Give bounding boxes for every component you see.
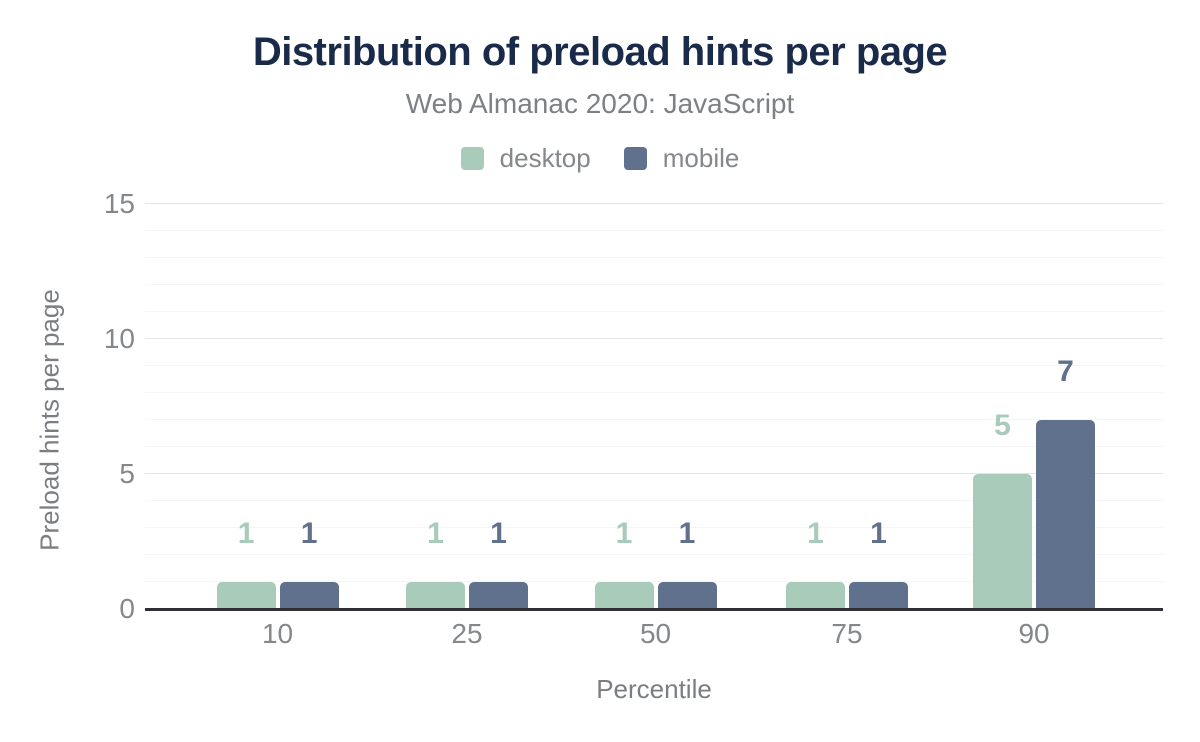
mobile-bar-wrap: 1 [849, 519, 908, 609]
desktop-legend-swatch [460, 147, 484, 170]
desktop-value-label: 1 [615, 517, 633, 550]
desktop-value-label: 1 [807, 517, 824, 550]
mobile-legend-label: mobile [662, 143, 740, 173]
x-tick-label: 75 [831, 618, 863, 649]
mobile-bar[interactable] [1036, 420, 1096, 609]
minor-gridline [145, 500, 1163, 501]
mobile-value-label: 1 [678, 517, 696, 550]
y-tick-label: 10 [103, 323, 135, 354]
desktop-legend-label: desktop [499, 143, 591, 173]
x-tick-label: 10 [261, 618, 294, 649]
major-gridline [145, 203, 1163, 204]
mobile-bar[interactable] [468, 582, 528, 609]
mobile-bar[interactable] [279, 582, 339, 609]
minor-gridline [145, 311, 1163, 312]
mobile-legend-swatch [623, 147, 647, 170]
minor-gridline [145, 419, 1163, 420]
mobile-bar-wrap: 1 [468, 519, 528, 609]
legend-item-desktop: desktop [460, 143, 591, 174]
desktop-value-label: 1 [427, 517, 444, 550]
mobile-bar-wrap: 7 [1036, 357, 1096, 609]
mobile-bar[interactable] [657, 582, 717, 609]
mobile-bar-wrap: 1 [657, 519, 717, 609]
chart-subtitle: Web Almanac 2020: JavaScript [405, 88, 795, 119]
plot-area: 0 5 10 15 1 1 10 1 1 25 1 1 50 1 1 75 5 7 90 [104, 189, 1163, 649]
mobile-bar[interactable] [849, 582, 908, 609]
legend: desktop mobile [0, 143, 1200, 174]
minor-gridline [145, 581, 1163, 582]
major-gridline [145, 473, 1163, 474]
minor-gridline [145, 392, 1163, 393]
x-tick-label: 90 [1018, 618, 1050, 649]
minor-gridline [145, 365, 1163, 366]
minor-gridline [145, 284, 1163, 285]
y-tick-label: 0 [119, 593, 135, 624]
y-tick-label: 5 [119, 458, 135, 489]
desktop-bar[interactable] [786, 582, 845, 609]
desktop-value-label: 5 [994, 409, 1011, 442]
minor-gridline [145, 230, 1163, 231]
desktop-bar-wrap: 1 [594, 519, 654, 609]
major-gridline [145, 338, 1163, 339]
desktop-bar[interactable] [405, 582, 465, 609]
legend-item-mobile: mobile [623, 143, 740, 174]
desktop-bar[interactable] [216, 582, 276, 609]
mobile-value-label: 1 [490, 517, 507, 550]
minor-gridline [145, 527, 1163, 528]
desktop-bar-wrap: 1 [405, 519, 465, 609]
mobile-value-label: 1 [870, 517, 887, 550]
minor-gridline [145, 257, 1163, 258]
y-tick-label: 15 [103, 188, 135, 219]
minor-gridline [145, 554, 1163, 555]
desktop-bar-wrap: 5 [973, 411, 1033, 609]
x-axis-title: Percentile [596, 674, 712, 704]
desktop-bar[interactable] [594, 582, 654, 609]
x-axis-line [145, 608, 1163, 611]
desktop-bar-wrap: 1 [216, 519, 276, 609]
mobile-value-label: 7 [1057, 355, 1074, 388]
chart-title: Distribution of preload hints per page [252, 30, 948, 74]
x-tick-label: 50 [639, 618, 672, 649]
mobile-bar-wrap: 1 [279, 519, 339, 609]
x-tick-label: 25 [451, 618, 483, 649]
desktop-bar-wrap: 1 [786, 519, 845, 609]
mobile-value-label: 1 [300, 517, 318, 550]
desktop-value-label: 1 [237, 517, 255, 550]
desktop-bar[interactable] [973, 474, 1033, 609]
minor-gridline [145, 446, 1163, 447]
